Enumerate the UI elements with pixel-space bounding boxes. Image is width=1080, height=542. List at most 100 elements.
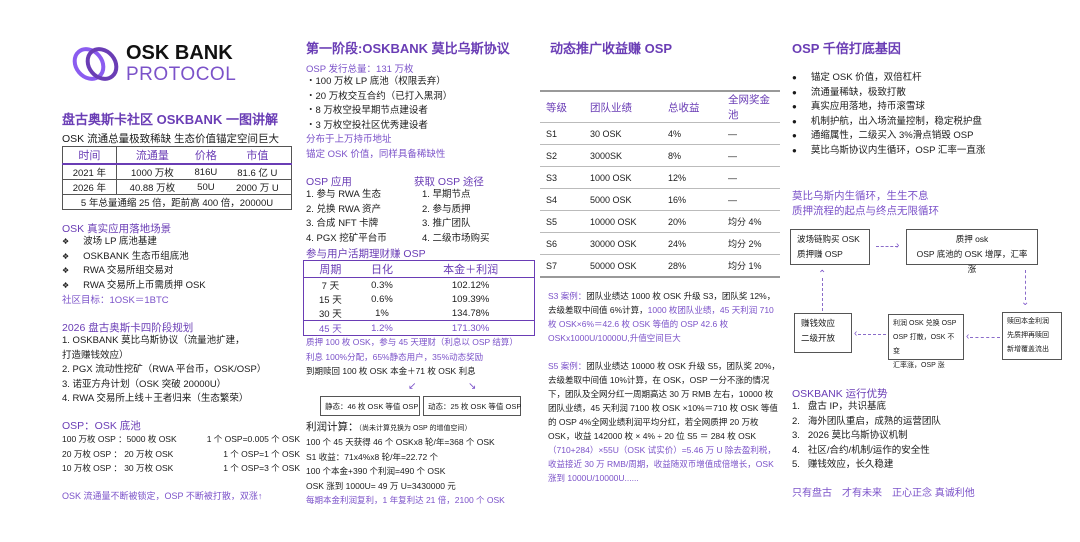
table-cell: 24% (662, 232, 722, 255)
table-cell: S2 (540, 144, 584, 167)
header-cell: 团队业绩 (584, 91, 662, 123)
app-item: 1. 参与 RWA 生态 (306, 189, 381, 200)
plan-item-list: 1. OSKBANK 莫比乌斯协议（流量池扩建， 打造赚钱效应） 2. PGX 流动… (62, 334, 266, 407)
header-cell: 市值 (223, 146, 292, 165)
table-row: S6 30000 OSK 24% 均分 2% (540, 232, 780, 255)
text-segment: 团队业绩达 1000 枚 OSK 升级 S3，团队奖 12%，去级差取中间值 6… (548, 291, 776, 315)
adv-item: 1. 盘古 IP，共识基底 (792, 401, 886, 412)
table-cell: — (722, 144, 780, 167)
calc-line: 100 个本金+390 个利润=490 个 OSK (306, 466, 446, 476)
community-target: 社区目标：1OSK＝1BTC (62, 295, 169, 306)
pool-rate: 1 个 OSP=1 个 OSK (223, 448, 300, 459)
table-cell: 816U (188, 164, 224, 180)
calc-line: 100 个 45 天获得 46 个 OSKx8 轮/年=368 个 OSK (306, 437, 495, 447)
app-item: 3. 合成 NFT 卡牌 (306, 218, 379, 229)
table-cell: 40.88 万枚 (116, 179, 189, 195)
table-row: 7 天 0.3% 102.12% (304, 278, 535, 293)
adv-item: 2. 海外团队重启，成熟的运营团队 (792, 415, 941, 427)
adv-item-list: 1. 盘古 IP，共识基底 2. 海外团队重启，成熟的运营团队 3. 2026 莫比… (792, 400, 941, 473)
table-cell: 0.3% (371, 279, 393, 291)
table-cell: 12% (662, 166, 722, 189)
arrow-down-icon: ⌄ (1021, 297, 1030, 308)
table-cell: 10000 OSK (584, 210, 662, 233)
calc-line: OSK 涨到 1000U= 49 万 U=3430000 元 (306, 480, 456, 491)
plan-item: 3. 诺亚方舟计划（OSK 突破 20000U） (62, 378, 227, 390)
header-cell: 周期 (303, 260, 357, 278)
table-cell: 2021 年 (62, 164, 117, 180)
header-cell: 日化 (356, 260, 408, 278)
table-body: 7 天 0.3% 102.12% 15 天 0.6% 109.39% 30 天 1% 134.7… (303, 278, 535, 336)
table-cell: 30 OSK (584, 122, 662, 145)
issue-item: ・20 万枚交互合约（已打入黑洞） (306, 90, 453, 102)
flow-arrow (876, 246, 898, 247)
app-item: 4. PGX 挖矿平台币 (306, 232, 387, 244)
cycle-title-list: 莫比乌斯内生循环，生生不息 质押流程的起点与终点无限循环 (792, 189, 939, 218)
stake-line-list: 质押 100 枚 OSK，参与 45 天理财（利息以 OSP 结算） 利息 100… (306, 335, 536, 364)
flow-text: OSP 底池的 OSK 增厚，汇率涨 (916, 249, 1028, 274)
app-item: 2. 兑换 RWA 资产 (306, 203, 381, 215)
pool-rate: 1 个 OSP=0.005 个 OSK (206, 434, 300, 444)
level-table: 等级 团队业绩 总收益 全网奖金池 S1 30 OSK 4% — S2 3000SK 8% —… (540, 90, 780, 278)
flow-text: 汇率涨，OSP 涨 (893, 362, 945, 369)
issue-item: ・8 万枚空投早期节点建设者 (306, 105, 428, 116)
text-segment: S5 案例： (548, 361, 587, 371)
col1-title: 盘古奥斯卡社区 OSKBANK 一图讲解 (62, 112, 278, 127)
flow-text: 二级开放 (801, 333, 836, 343)
header-cell: 时间 (62, 146, 117, 165)
pool-row: 100 万枚 OSP ：5000 枚 OSK 1 个 OSP=0.005 个 OS… (62, 432, 300, 447)
text-segment: （710+284）×55U（OSK 试实价）=5.46 万 U 除去盈利税，收益… (548, 445, 776, 483)
table-cell: 均分 2% (722, 232, 780, 255)
supply-table-footer: 5 年总量通缩 25 倍，距前高 400 倍，20000U (62, 194, 292, 210)
plan-title: 2026 盘古奥斯卡四阶段规划 (62, 322, 194, 334)
plan-item: 2. PGX 流动性挖矿（RWA 平台币，OSK/OSP） (62, 364, 267, 375)
pool-ratio: 100 万枚 OSP ：5000 枚 OSK (62, 434, 177, 444)
table-cell: 2000 万 U (223, 179, 292, 195)
header-cell: 总收益 (662, 91, 722, 123)
table-cell: 28% (662, 254, 722, 278)
pool-list: 100 万枚 OSP ：5000 枚 OSK 1 个 OSP=0.005 个 OS… (62, 432, 300, 476)
plan-item: 打造赚钱效应） (62, 349, 129, 361)
table-cell: S3 (540, 166, 584, 189)
table-cell: — (722, 122, 780, 145)
header-cell: 等级 (540, 91, 584, 123)
table-row: 15 天 0.6% 109.39% (304, 292, 535, 307)
flow-text: 波场链购买 OSK (797, 234, 860, 244)
flow-arrow (970, 337, 1000, 338)
arrow-up-icon: ⌃ (818, 269, 827, 280)
flow-text: 利润 OSK 兑换 OSP (893, 320, 957, 327)
table-row: S7 50000 OSK 28% 均分 1% (540, 254, 780, 278)
issue-note: 分布于上万持币地址 (306, 134, 392, 145)
table-cell: — (722, 166, 780, 189)
slogan: 只有盘古 才有未来 正心正念 真诚利他 (792, 488, 975, 499)
case-s3: S3 案例：团队业绩达 1000 枚 OSK 升级 S3，团队奖 12%，去级差… (548, 289, 780, 345)
table-row: 45 天 1.2% 171.30% (303, 320, 535, 336)
issue-title: OSP 发行总量：131 万枚 (306, 64, 414, 75)
arrow-down-right-icon: ↘ (468, 381, 477, 392)
table-footer-cell: 5 年总量通缩 25 倍，距前高 400 倍，20000U (62, 194, 292, 210)
table-cell: 30 天 (319, 309, 342, 320)
table-cell: 7 天 (321, 281, 340, 292)
cycle-title: 莫比乌斯内生循环，生生不息 (792, 190, 929, 202)
gene-item: 莫比乌斯协议内生循环，OSP 汇率一直涨 (792, 144, 986, 159)
table-cell: S6 (540, 232, 584, 255)
table-cell: 1.2% (356, 320, 408, 336)
flow-text: 赎回本金利润 (1007, 318, 1049, 325)
way-item: 2. 参与质押 (422, 203, 471, 215)
arrow-left-icon: ‹ (966, 331, 970, 342)
flow-text: OSP 打散，OSK 不变 (893, 334, 955, 355)
col1-subtitle: OSK 流通总量极致稀缺 生态价值锚定空间巨大 (62, 133, 280, 145)
flow-buy-box: 波场链购买 OSK 质押赚 OSP (790, 229, 870, 265)
table-cell: 5000 OSK (584, 188, 662, 211)
text-segment: 1000 枚团队业绩，45 天利润 710 枚 OSK×6%＝42.6 枚 OS… (548, 305, 774, 343)
way-item: 1. 早期节点 (422, 189, 471, 200)
table-cell: 102.12% (451, 279, 490, 291)
calc-title-line: 利润计算：（尚未计算兑换为 OSP 的增值空间） (306, 420, 472, 437)
scene-item: RWA 交易所上币需质押 OSK (62, 279, 205, 294)
way-item: 3. 推广团队 (422, 218, 471, 229)
table-cell: 均分 1% (722, 254, 780, 278)
text-segment: 团队业绩达 10000 枚 OSK 升级 S5，团队奖 20%，去级差取中间值 … (548, 361, 780, 441)
table-row: 2021 年 1000 万枚 816U 81.6 亿 U (62, 164, 292, 180)
table-cell: S7 (540, 254, 584, 278)
flow-exchange-box: 利润 OSK 兑换 OSP OSP 打散，OSK 不变汇率涨，OSP 涨 (888, 314, 964, 369)
stake-line: 质押 100 枚 OSK，参与 45 天理财（利息以 OSP 结算） (306, 337, 518, 347)
